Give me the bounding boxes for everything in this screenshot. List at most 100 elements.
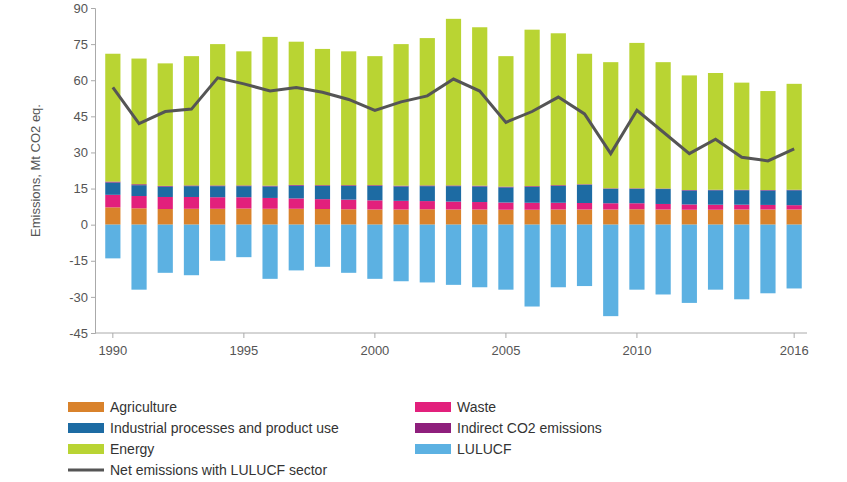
bar bbox=[315, 49, 330, 185]
bar bbox=[420, 186, 435, 201]
bar bbox=[629, 203, 644, 209]
tick: 45 bbox=[74, 109, 95, 124]
bar bbox=[472, 202, 487, 209]
bar bbox=[184, 56, 199, 185]
bar bbox=[341, 186, 356, 200]
tick-label: 2016 bbox=[780, 343, 809, 358]
bar-series bbox=[105, 183, 802, 206]
bar bbox=[158, 197, 173, 209]
tick: 1995 bbox=[229, 333, 258, 358]
bar bbox=[577, 225, 592, 286]
bar bbox=[367, 210, 382, 225]
tick: 0 bbox=[81, 217, 95, 232]
plot-area bbox=[105, 19, 802, 316]
bar bbox=[420, 225, 435, 283]
bar bbox=[105, 183, 120, 195]
bar bbox=[105, 207, 120, 224]
bar bbox=[734, 83, 749, 190]
bar bbox=[236, 51, 251, 185]
tick-label: -30 bbox=[69, 290, 88, 305]
bar bbox=[236, 225, 251, 258]
tick: 2005 bbox=[491, 333, 520, 358]
bar bbox=[708, 190, 723, 204]
tick-mark bbox=[91, 297, 95, 298]
legend-item: LULUCF bbox=[415, 441, 511, 457]
bar bbox=[603, 203, 618, 209]
legend-label: Agriculture bbox=[110, 399, 177, 415]
bar bbox=[525, 210, 540, 225]
bar-series bbox=[105, 19, 802, 190]
tick: 2016 bbox=[780, 333, 809, 358]
bar bbox=[105, 225, 120, 259]
legend-item: Energy bbox=[68, 441, 154, 457]
bar bbox=[760, 190, 775, 204]
bar bbox=[131, 185, 146, 196]
bar bbox=[551, 186, 566, 203]
tick-mark bbox=[91, 152, 95, 153]
x-axis: 199019952000200520102016 bbox=[95, 333, 809, 358]
bar bbox=[472, 186, 487, 202]
bar bbox=[105, 195, 120, 208]
tick-mark bbox=[91, 8, 95, 9]
tick-label: 2000 bbox=[360, 343, 389, 358]
legend-swatch bbox=[68, 444, 104, 454]
bar bbox=[708, 205, 723, 210]
tick-label: -45 bbox=[69, 326, 88, 341]
bar bbox=[787, 225, 802, 289]
tick-label: 15 bbox=[74, 181, 88, 196]
bar bbox=[184, 197, 199, 209]
bar bbox=[393, 210, 408, 225]
bar bbox=[210, 44, 225, 185]
bar bbox=[262, 186, 277, 198]
bar bbox=[603, 225, 618, 316]
bar bbox=[393, 44, 408, 186]
bar bbox=[158, 187, 173, 197]
legend: AgricultureWasteIndustrial processes and… bbox=[68, 399, 602, 478]
y-axis: -45-30-150153045607590 bbox=[69, 1, 95, 341]
legend-label: Indirect CO2 emissions bbox=[457, 420, 602, 436]
bar bbox=[131, 196, 146, 208]
bar bbox=[131, 208, 146, 224]
bar bbox=[682, 225, 697, 303]
bar bbox=[629, 225, 644, 290]
legend-swatch bbox=[68, 469, 104, 472]
bar bbox=[341, 209, 356, 224]
bar bbox=[315, 209, 330, 225]
tick: -30 bbox=[69, 290, 95, 305]
tick: 2000 bbox=[360, 333, 389, 358]
legend-label: Industrial processes and product use bbox=[110, 420, 339, 436]
tick-label: 2010 bbox=[622, 343, 651, 358]
bar bbox=[787, 190, 802, 205]
bar bbox=[629, 209, 644, 224]
bar bbox=[682, 75, 697, 190]
bar bbox=[236, 197, 251, 208]
bar bbox=[551, 33, 566, 185]
bar bbox=[236, 209, 251, 225]
bar bbox=[210, 225, 225, 261]
bar bbox=[446, 19, 461, 186]
bar bbox=[760, 225, 775, 294]
tick: 75 bbox=[74, 37, 95, 52]
tick: -15 bbox=[69, 253, 95, 268]
bar bbox=[184, 186, 199, 197]
bar bbox=[734, 225, 749, 300]
bar bbox=[603, 210, 618, 225]
tick-mark bbox=[794, 333, 795, 338]
bar bbox=[656, 210, 671, 225]
bar bbox=[341, 225, 356, 273]
bar bbox=[262, 225, 277, 279]
tick-mark bbox=[636, 333, 637, 338]
bar bbox=[682, 210, 697, 225]
bar bbox=[367, 56, 382, 185]
bar bbox=[236, 186, 251, 197]
tick: 30 bbox=[74, 145, 95, 160]
bar bbox=[656, 62, 671, 188]
bar bbox=[682, 204, 697, 209]
bar bbox=[498, 210, 513, 225]
bar bbox=[289, 209, 304, 225]
bar bbox=[525, 203, 540, 210]
bar bbox=[577, 203, 592, 210]
legend-item: Indirect CO2 emissions bbox=[415, 420, 602, 436]
bar bbox=[315, 225, 330, 267]
bar bbox=[420, 209, 435, 224]
